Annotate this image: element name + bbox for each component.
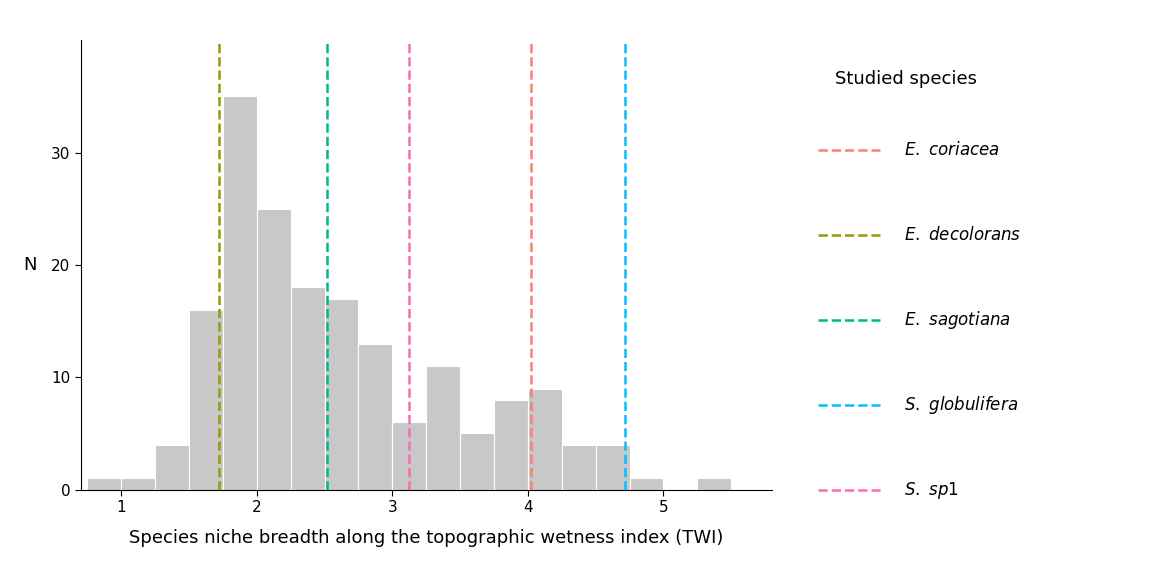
Bar [426, 366, 460, 490]
Bar [325, 298, 358, 490]
Bar [290, 287, 325, 490]
Bar [562, 445, 596, 490]
Bar [596, 445, 629, 490]
X-axis label: Species niche breadth along the topographic wetness index (TWI): Species niche breadth along the topograp… [129, 529, 723, 547]
Text: Studied species: Studied species [835, 70, 977, 88]
Bar [223, 96, 257, 490]
Text: $\it{E.\ decolorans}$: $\it{E.\ decolorans}$ [904, 226, 1022, 244]
Text: $\it{E.\ coriacea}$: $\it{E.\ coriacea}$ [904, 141, 1000, 159]
Bar [393, 422, 426, 490]
Bar [257, 209, 290, 490]
Text: $\it{S.\ globulifera}$: $\it{S.\ globulifera}$ [904, 394, 1018, 416]
Bar [494, 400, 528, 490]
Bar [358, 343, 393, 490]
Bar [88, 478, 121, 490]
Bar [121, 478, 156, 490]
Bar [528, 389, 562, 490]
Bar [460, 433, 494, 490]
Bar [629, 478, 664, 490]
Text: $\it{S.\ sp1}$: $\it{S.\ sp1}$ [904, 480, 960, 501]
Y-axis label: N: N [23, 256, 37, 274]
Bar [156, 445, 189, 490]
Text: $\it{E.\ sagotiana}$: $\it{E.\ sagotiana}$ [904, 309, 1011, 331]
Bar [189, 310, 223, 490]
Bar [697, 478, 732, 490]
